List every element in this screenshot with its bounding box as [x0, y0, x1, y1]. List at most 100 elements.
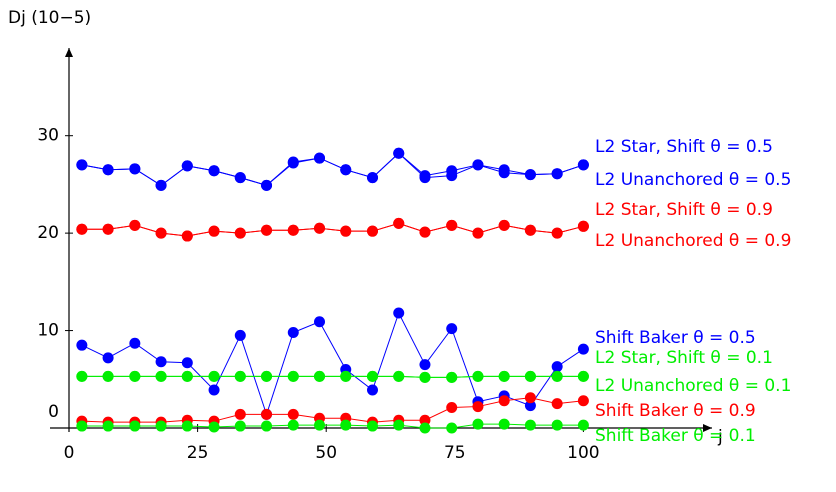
data-point	[181, 230, 193, 242]
data-point	[366, 370, 378, 382]
data-point	[419, 422, 431, 434]
data-point	[234, 227, 246, 239]
data-point	[446, 170, 458, 182]
data-point	[261, 179, 273, 191]
data-point	[129, 219, 141, 231]
data-point	[366, 172, 378, 184]
data-point	[129, 370, 141, 382]
data-point	[551, 370, 563, 382]
x-tick-label: 25	[187, 443, 209, 463]
data-point	[102, 370, 114, 382]
data-point	[102, 223, 114, 235]
data-point	[551, 398, 563, 410]
data-point	[155, 227, 167, 239]
data-point	[102, 352, 114, 364]
data-point	[287, 157, 299, 169]
data-point	[287, 408, 299, 420]
y-tick-label: 10	[37, 321, 59, 341]
data-point	[577, 395, 589, 407]
data-point	[208, 384, 220, 396]
data-point	[102, 164, 114, 176]
data-point	[366, 384, 378, 396]
data-point	[419, 359, 431, 371]
data-point	[577, 159, 589, 171]
data-point	[208, 165, 220, 177]
data-point	[551, 419, 563, 431]
data-point	[524, 224, 536, 236]
x-axis-label: j	[717, 427, 723, 447]
data-point	[314, 316, 326, 328]
data-point	[261, 370, 273, 382]
data-point	[551, 227, 563, 239]
data-point	[577, 419, 589, 431]
data-point	[446, 323, 458, 335]
data-point	[393, 370, 405, 382]
data-point	[287, 224, 299, 236]
data-point	[181, 160, 193, 172]
data-point	[76, 223, 88, 235]
data-point	[446, 371, 458, 383]
x-tick-label: 0	[64, 443, 75, 463]
data-point	[287, 370, 299, 382]
data-point	[129, 420, 141, 432]
data-point	[234, 172, 246, 184]
y-tick-label: 20	[37, 223, 59, 243]
data-point	[287, 419, 299, 431]
data-point	[498, 219, 510, 231]
data-point	[340, 419, 352, 431]
data-point	[181, 357, 193, 369]
data-point	[181, 420, 193, 432]
data-point	[419, 414, 431, 426]
series-label: Shift Baker θ = 0.5	[595, 328, 756, 348]
y-tick-label: 0	[48, 402, 59, 422]
data-point	[181, 370, 193, 382]
series-label: L2 Unanchored θ = 0.9	[595, 231, 791, 251]
data-point	[76, 370, 88, 382]
data-point	[76, 339, 88, 351]
series-label: L2 Star, Shift θ = 0.1	[595, 348, 773, 368]
data-point	[524, 400, 536, 412]
x-tick-label: 75	[444, 443, 466, 463]
data-point	[76, 159, 88, 171]
data-point	[314, 419, 326, 431]
data-point	[340, 370, 352, 382]
data-point	[472, 401, 484, 413]
y-tick-label: 30	[37, 126, 59, 146]
data-point	[524, 169, 536, 181]
series-label: Shift Baker θ = 0.9	[595, 401, 756, 421]
data-point	[261, 420, 273, 432]
data-point	[577, 220, 589, 232]
series-label: L2 Unanchored θ = 0.5	[595, 170, 791, 190]
data-point	[524, 370, 536, 382]
data-point	[340, 225, 352, 237]
data-point	[419, 226, 431, 238]
data-point	[340, 164, 352, 176]
series-label: L2 Star, Shift θ = 0.5	[595, 137, 773, 157]
data-point	[129, 337, 141, 349]
data-point	[446, 422, 458, 434]
data-point	[472, 227, 484, 239]
data-point	[208, 370, 220, 382]
data-point	[76, 420, 88, 432]
data-point	[577, 343, 589, 355]
data-point	[234, 329, 246, 341]
x-tick-label: 50	[315, 443, 337, 463]
data-point	[419, 172, 431, 184]
series-label: L2 Star, Shift θ = 0.9	[595, 200, 773, 220]
data-point	[314, 370, 326, 382]
data-point	[551, 168, 563, 180]
data-point	[234, 420, 246, 432]
data-point	[577, 370, 589, 382]
data-point	[261, 224, 273, 236]
data-point	[446, 219, 458, 231]
data-point	[498, 418, 510, 430]
data-point	[234, 370, 246, 382]
data-point	[472, 418, 484, 430]
data-point	[155, 179, 167, 191]
data-point	[102, 420, 114, 432]
data-point	[472, 370, 484, 382]
data-point	[524, 419, 536, 431]
data-point	[366, 225, 378, 237]
data-point	[498, 167, 510, 179]
data-point	[208, 421, 220, 433]
